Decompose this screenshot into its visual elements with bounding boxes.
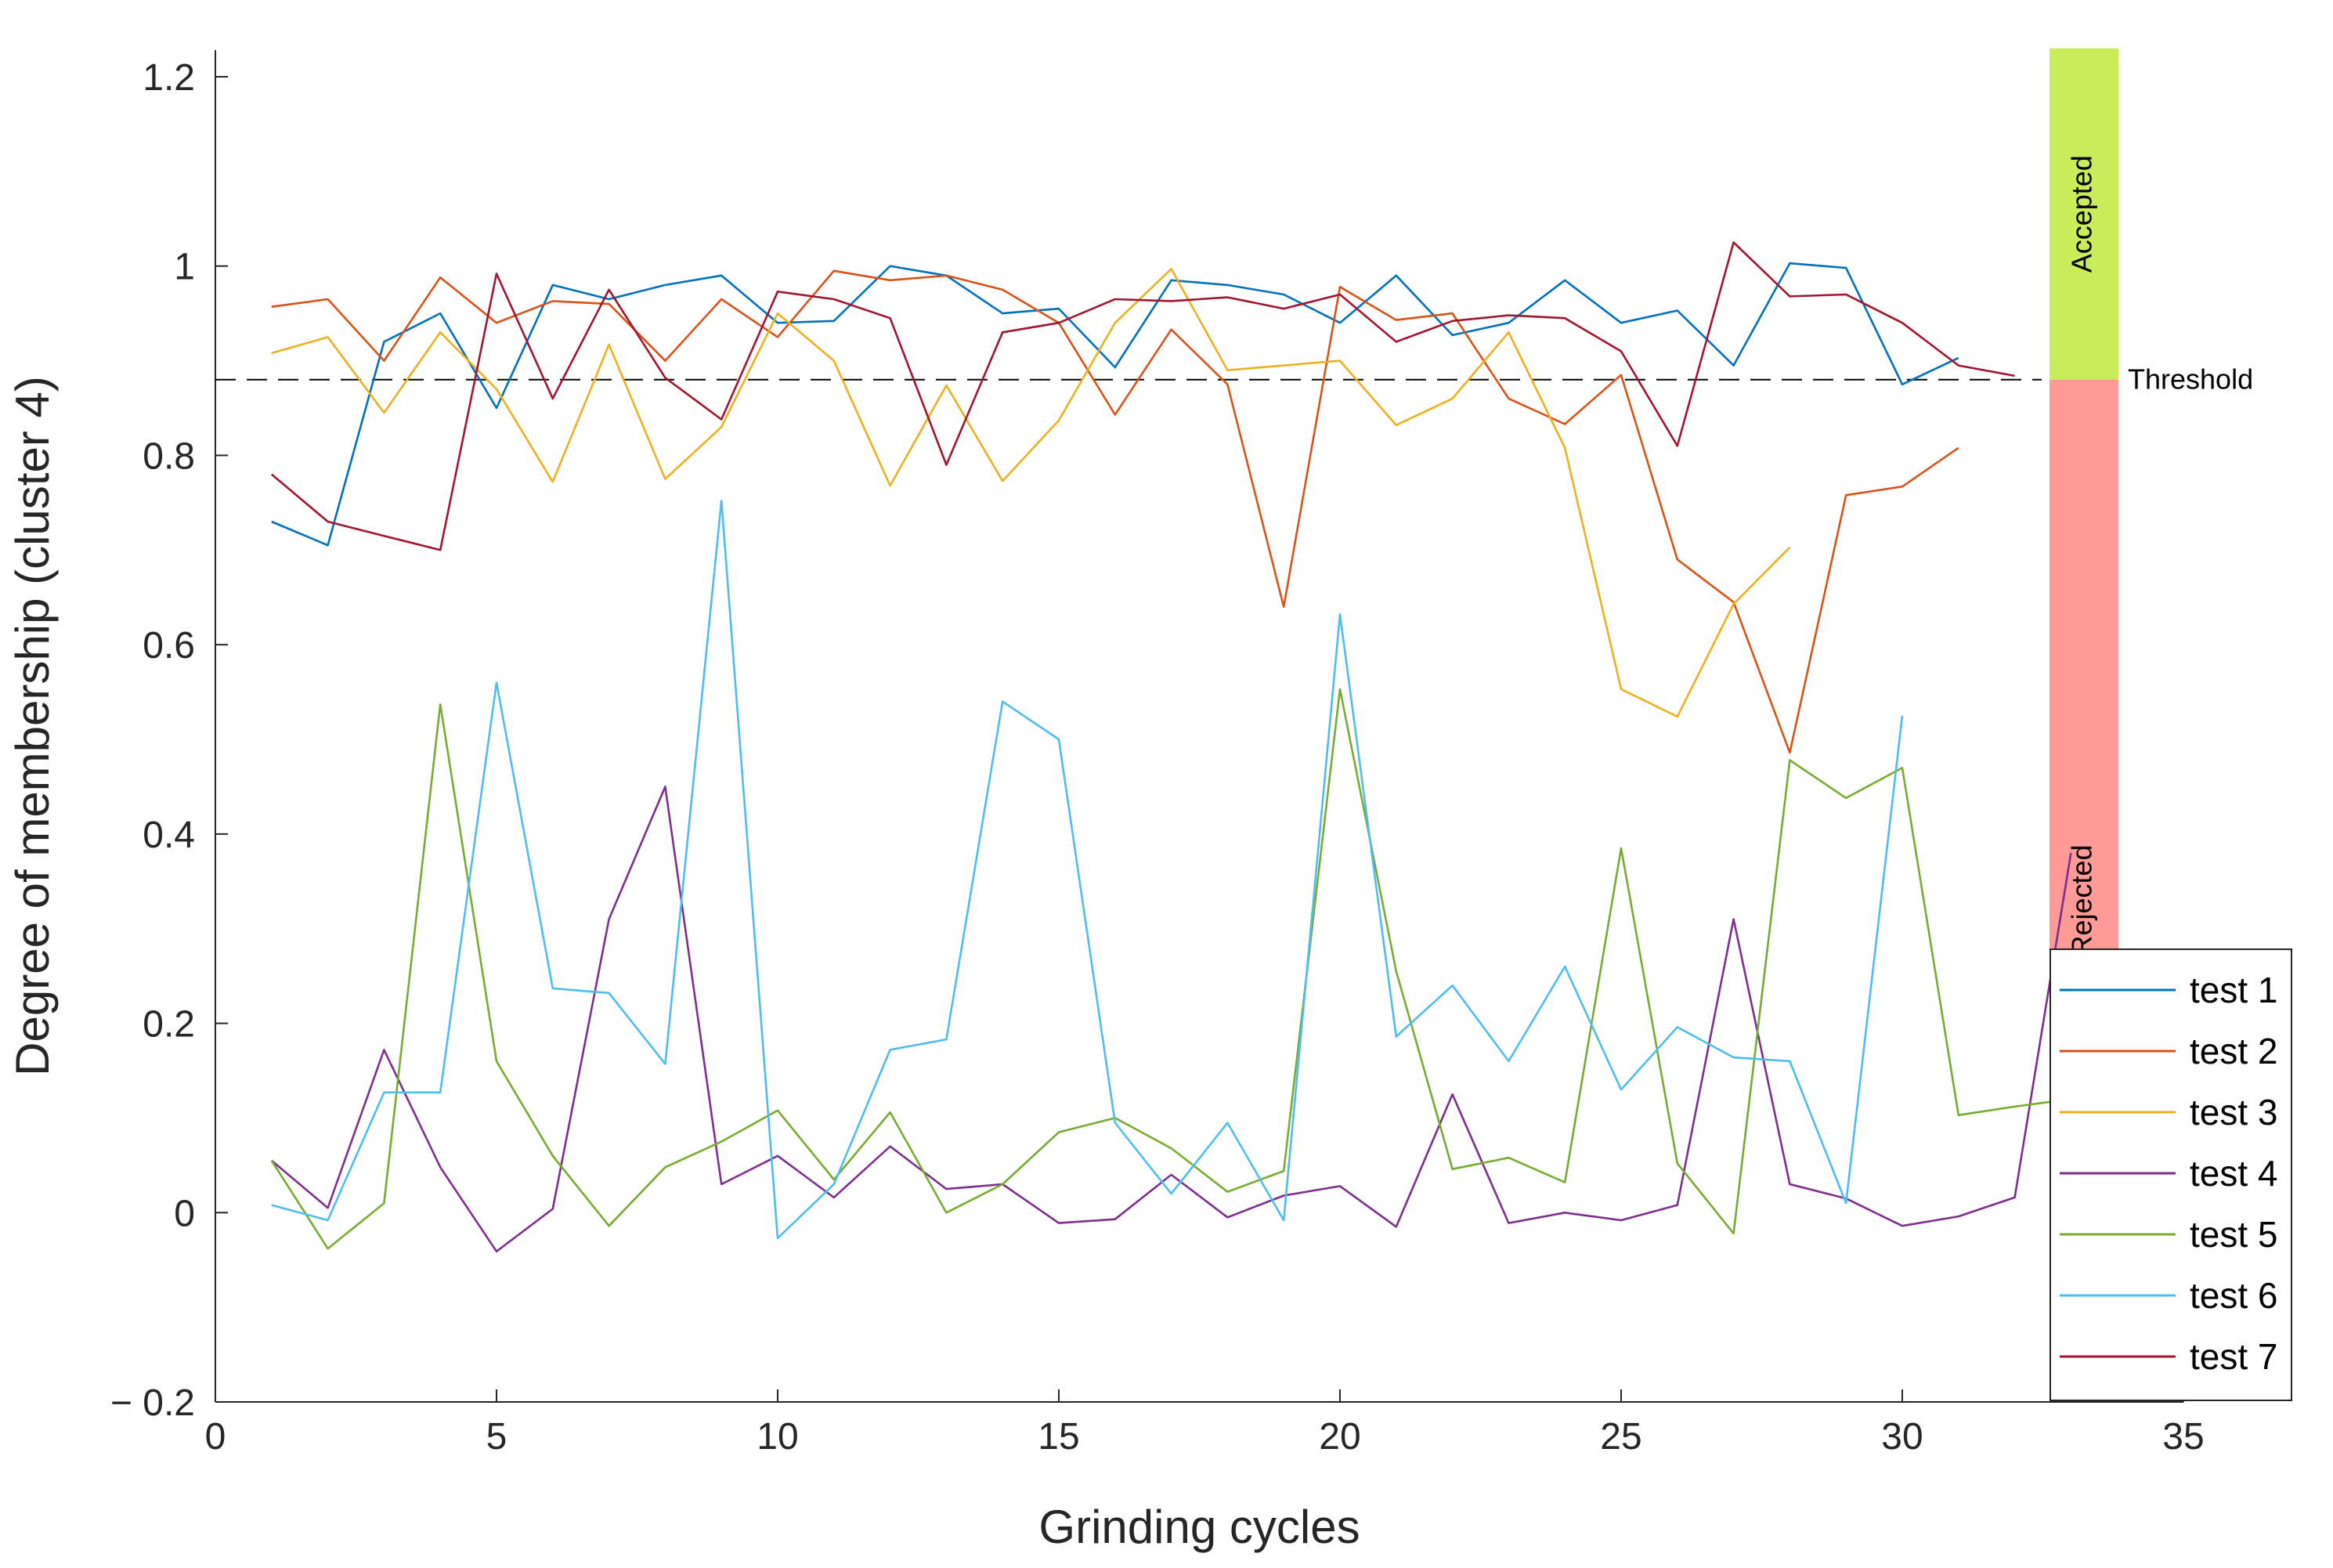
axes: [215, 50, 2183, 1403]
y-tick-label: 0.6: [143, 625, 195, 667]
series-line-7: [270, 241, 2015, 551]
legend-label: test 3: [2190, 1092, 2278, 1133]
y-tick-label: 0: [174, 1193, 195, 1234]
x-tick-label: 35: [2162, 1416, 2204, 1458]
series-line-4: [270, 786, 2072, 1253]
x-axis-ticks: 0 5 10 15 20 25 30 35: [205, 1389, 2205, 1458]
y-tick-label: 1: [174, 247, 195, 288]
plot-lines: [270, 241, 2072, 1253]
y-tick-label: 0.4: [143, 815, 195, 856]
series-line-6: [271, 500, 1904, 1240]
y-axis-ticks: − 0.2 0 0.2 0.4 0.6 0.8 1 1.2: [110, 57, 228, 1424]
legend-label: test 2: [2190, 1031, 2278, 1071]
x-tick-label: 20: [1319, 1416, 1360, 1458]
x-tick-label: 25: [1600, 1416, 1641, 1458]
y-tick-label: − 0.2: [110, 1382, 195, 1424]
band-accepted: [2050, 48, 2118, 380]
series-line-3: [271, 267, 1791, 718]
y-axis-title: Degree of membership (cluster 4): [6, 376, 59, 1076]
band-label-rejected: Rejected: [2066, 844, 2098, 956]
legend-label: test 6: [2190, 1275, 2278, 1316]
x-tick-label: 0: [205, 1416, 226, 1458]
band-label-accepted: Accepted: [2066, 155, 2098, 273]
series-line-5: [270, 688, 2071, 1250]
legend-label: test 1: [2190, 970, 2278, 1010]
y-tick-label: 0.8: [143, 435, 195, 477]
y-tick-label: 0.2: [143, 1004, 195, 1046]
legend-label: test 5: [2190, 1214, 2278, 1255]
x-axis-title: Grinding cycles: [1038, 1501, 1360, 1553]
threshold-label: Threshold: [2128, 363, 2253, 396]
y-tick-label: 1.2: [143, 57, 195, 99]
series-line-2: [271, 269, 1959, 754]
x-tick-label: 5: [486, 1416, 507, 1458]
x-tick-label: 30: [1881, 1416, 1923, 1458]
legend: test 1 test 2 test 3 test 4 test 5 test 6 test…: [2050, 948, 2292, 1401]
x-tick-label: 10: [757, 1416, 798, 1458]
legend-box: [2050, 948, 2292, 1401]
legend-label: test 4: [2190, 1153, 2278, 1194]
legend-label: test 7: [2190, 1336, 2278, 1377]
x-tick-label: 15: [1038, 1416, 1079, 1458]
series-line-1: [271, 262, 1959, 547]
